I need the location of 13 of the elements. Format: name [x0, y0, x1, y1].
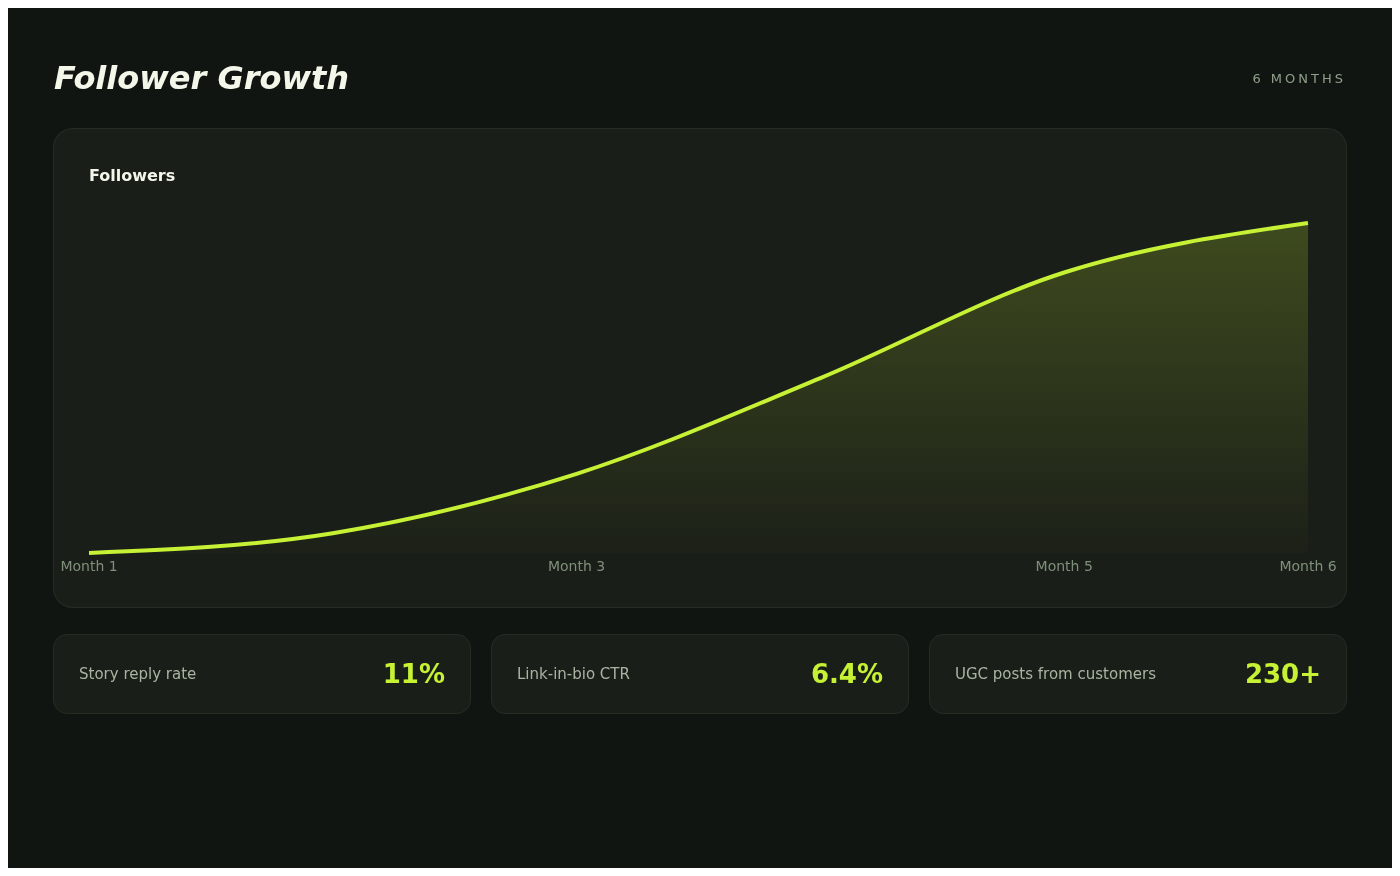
x-tick-label: Month 1	[60, 557, 118, 574]
x-tick-label: Month 5	[1035, 557, 1093, 574]
text: 6.4%	[810, 659, 883, 689]
text: Story reply rate	[79, 665, 197, 683]
chart-title: Follower Growth	[54, 59, 350, 97]
y-axis-title: Followers	[89, 166, 176, 185]
text: 230+	[1244, 659, 1321, 689]
text: Link-in-bio CTR	[517, 665, 630, 683]
x-tick-label: Month 3	[547, 557, 606, 574]
text: UGC posts from customers	[955, 665, 1156, 683]
chart-subtitle: 6 MONTHS	[1252, 70, 1346, 86]
text: 11%	[382, 659, 445, 689]
x-tick-label: Month 6	[1279, 557, 1337, 574]
